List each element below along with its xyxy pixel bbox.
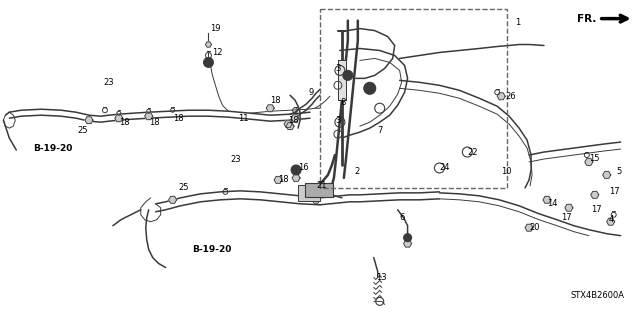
Polygon shape (169, 197, 177, 203)
Text: 8: 8 (340, 98, 345, 107)
Polygon shape (291, 115, 299, 122)
Polygon shape (145, 113, 153, 120)
Text: 4: 4 (609, 215, 614, 224)
Text: 3: 3 (335, 116, 340, 125)
Text: 18: 18 (173, 114, 183, 123)
Text: FR.: FR. (577, 14, 596, 24)
Text: 23: 23 (103, 78, 113, 87)
Text: 18: 18 (288, 116, 299, 125)
Text: 19: 19 (211, 24, 221, 33)
Text: 3: 3 (335, 64, 340, 73)
Circle shape (311, 187, 321, 197)
Text: 14: 14 (547, 199, 557, 208)
Text: 16: 16 (298, 163, 308, 173)
Polygon shape (543, 197, 551, 203)
Text: 18: 18 (119, 118, 129, 127)
Text: 5: 5 (617, 167, 622, 176)
Text: 25: 25 (77, 126, 88, 135)
Bar (338, 60, 346, 100)
Polygon shape (404, 240, 412, 247)
Text: 17: 17 (561, 213, 572, 222)
Text: 7: 7 (378, 126, 383, 135)
Text: 20: 20 (529, 223, 540, 232)
Bar (305, 183, 333, 197)
Polygon shape (115, 115, 123, 122)
Text: 10: 10 (501, 167, 512, 176)
Polygon shape (312, 197, 320, 203)
Text: 25: 25 (179, 183, 189, 192)
Text: 15: 15 (589, 153, 599, 162)
Polygon shape (266, 105, 274, 112)
Text: 18: 18 (278, 175, 289, 184)
Polygon shape (284, 121, 292, 128)
Circle shape (364, 82, 376, 94)
Polygon shape (292, 174, 300, 182)
Text: 26: 26 (505, 92, 516, 101)
Text: 1: 1 (515, 18, 520, 27)
Text: 13: 13 (376, 273, 387, 282)
Text: 18: 18 (148, 118, 159, 127)
Text: 2: 2 (355, 167, 360, 176)
Text: B-19-20: B-19-20 (33, 144, 72, 152)
Bar (320, 9, 507, 188)
Polygon shape (497, 93, 505, 100)
Text: 23: 23 (230, 155, 241, 165)
Polygon shape (205, 42, 211, 47)
Polygon shape (603, 172, 611, 178)
Circle shape (204, 57, 214, 67)
Text: STX4B2600A: STX4B2600A (571, 291, 625, 300)
Polygon shape (591, 191, 599, 198)
Polygon shape (607, 218, 614, 225)
Text: B-19-20: B-19-20 (193, 245, 232, 254)
Text: 17: 17 (609, 187, 620, 197)
Circle shape (404, 234, 412, 241)
Text: 6: 6 (399, 213, 405, 222)
Text: 24: 24 (440, 163, 450, 173)
Text: 21: 21 (316, 182, 326, 190)
Text: 17: 17 (591, 205, 602, 214)
Polygon shape (85, 117, 93, 124)
Text: 11: 11 (238, 114, 249, 123)
Text: 18: 18 (270, 96, 281, 105)
Polygon shape (525, 224, 533, 231)
Text: 12: 12 (212, 48, 223, 57)
Bar (298, 185, 320, 201)
Circle shape (343, 70, 353, 80)
Polygon shape (274, 176, 282, 183)
Text: 9: 9 (308, 88, 314, 97)
Polygon shape (585, 159, 593, 166)
Polygon shape (565, 204, 573, 211)
Polygon shape (286, 123, 294, 130)
Circle shape (291, 165, 301, 175)
Text: 22: 22 (467, 147, 478, 157)
